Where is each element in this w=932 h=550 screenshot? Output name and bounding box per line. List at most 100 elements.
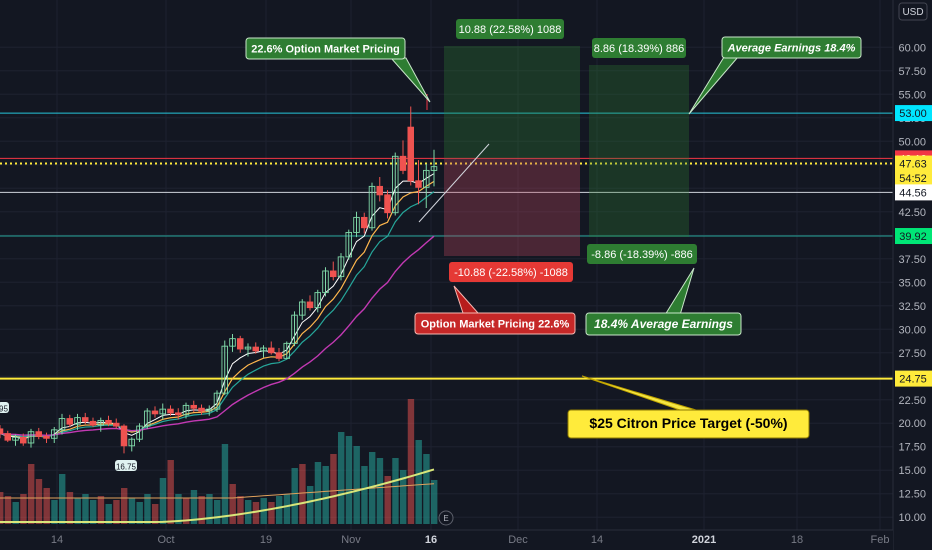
volume-bar bbox=[214, 500, 221, 524]
price-label[interactable]: 39.92 bbox=[895, 228, 932, 245]
volume-bar bbox=[423, 454, 430, 524]
low-price-marker[interactable]: 16.75 bbox=[115, 460, 137, 472]
candle bbox=[353, 211, 360, 238]
callout-avg-earnings-bottom[interactable]: 18.4% Average Earnings bbox=[585, 312, 742, 336]
price-tick-label: 55.00 bbox=[898, 89, 926, 101]
price-label[interactable]: 53.00 bbox=[895, 105, 932, 122]
candle-body bbox=[423, 169, 430, 188]
candle bbox=[35, 427, 43, 440]
candle bbox=[368, 182, 376, 231]
candle bbox=[27, 428, 35, 448]
currency-badge[interactable]: USD bbox=[898, 2, 928, 21]
profit-zone-2[interactable] bbox=[589, 65, 689, 237]
box2-bottom-label[interactable]: -8.86 (-18.39%) -886 bbox=[587, 244, 697, 264]
volume-bar bbox=[66, 492, 74, 524]
box-top-label[interactable]: 10.88 (22.58%) 1088 bbox=[456, 19, 564, 39]
currency-badge-text: USD bbox=[902, 7, 923, 18]
candle-body bbox=[306, 301, 314, 309]
profit-zone-1[interactable] bbox=[444, 46, 580, 159]
callout-citron-target[interactable]: $25 Citron Price Target (-50%) bbox=[567, 409, 810, 439]
time-tick-label: 14 bbox=[591, 534, 603, 546]
candle bbox=[0, 425, 4, 439]
price-label[interactable]: 54:52 bbox=[895, 169, 932, 186]
callout-option-pricing-bottom[interactable]: Option Market Pricing 22.6% bbox=[414, 312, 576, 335]
candle-body bbox=[260, 347, 267, 352]
price-label[interactable]: 44.56 bbox=[895, 184, 932, 201]
box-bottom-label[interactable]: -10.88 (-22.58%) -1088 bbox=[449, 262, 573, 282]
time-tick-label: 16 bbox=[425, 534, 437, 546]
price-label-text: 24.75 bbox=[899, 374, 927, 386]
candle-body bbox=[174, 412, 182, 416]
candle-body bbox=[97, 419, 104, 426]
candle-body bbox=[337, 256, 345, 278]
price-label-text: 53.00 bbox=[899, 108, 927, 120]
box2-top-label-text: 8.86 (18.39%) 886 bbox=[594, 43, 685, 55]
candle bbox=[283, 341, 291, 360]
candle-body bbox=[105, 419, 112, 424]
candle-body bbox=[415, 180, 422, 188]
price-label-text: 39.92 bbox=[899, 231, 927, 243]
box2-top-label[interactable]: 8.86 (18.39%) 886 bbox=[592, 38, 686, 58]
price-label[interactable]: 47.63 bbox=[895, 155, 932, 172]
volume-bar bbox=[361, 466, 368, 524]
callout-pointer-tr bbox=[688, 56, 740, 115]
volume-bar bbox=[105, 504, 112, 524]
volume-bar bbox=[97, 496, 105, 524]
candle-body bbox=[128, 438, 135, 447]
time-axis[interactable]: 14 Oct 19 Nov 16 Dec 14 2021 18 Feb bbox=[0, 529, 893, 550]
candle-body bbox=[330, 270, 337, 278]
price-tick-label: 20.00 bbox=[898, 418, 926, 430]
volume-bar bbox=[283, 494, 291, 524]
callout-avg-earnings-top-text: Average Earnings 18.4% bbox=[727, 43, 856, 55]
candle bbox=[174, 408, 182, 420]
callout-option-pricing-top[interactable]: 22.6% Option Market Pricing bbox=[245, 37, 406, 60]
candle-body bbox=[244, 346, 252, 350]
annotations[interactable]: 10.88 (22.58%) 1088 -10.88 (-22.58%) -108… bbox=[0, 19, 862, 526]
price-tick-label: 17.50 bbox=[898, 442, 926, 454]
callout-option-pricing-bottom-bg bbox=[414, 312, 576, 335]
candle-body bbox=[291, 314, 298, 344]
price-tick-label: 22.50 bbox=[898, 395, 926, 407]
candle bbox=[392, 152, 399, 216]
earnings-marker[interactable]: E bbox=[438, 510, 454, 526]
candle-body bbox=[151, 410, 159, 415]
price-label-bg bbox=[895, 228, 932, 245]
time-tick-label: 19 bbox=[260, 534, 272, 546]
loss-zone-1[interactable] bbox=[444, 158, 580, 256]
candle bbox=[415, 160, 422, 205]
left-edge-marker[interactable]: 95 bbox=[0, 402, 9, 414]
volume-bar bbox=[28, 464, 35, 524]
candle bbox=[43, 432, 50, 443]
candle-body bbox=[345, 231, 353, 258]
candle bbox=[89, 417, 97, 428]
candle-body bbox=[120, 425, 128, 447]
price-tick-label: 27.50 bbox=[898, 348, 926, 360]
price-tick-label: 10.00 bbox=[898, 512, 926, 524]
volume-bar bbox=[121, 488, 128, 524]
price-label[interactable]: 24.75 bbox=[895, 370, 932, 387]
candle bbox=[337, 253, 345, 281]
candle bbox=[205, 405, 213, 416]
position-boxes[interactable] bbox=[444, 46, 689, 256]
candle bbox=[306, 295, 314, 311]
candle bbox=[299, 299, 306, 320]
price-label-bg bbox=[895, 155, 932, 172]
candle-body bbox=[35, 431, 43, 437]
callout-pointer-bl bbox=[453, 285, 480, 314]
candle bbox=[51, 427, 58, 443]
horizontal-lines[interactable] bbox=[0, 112, 893, 380]
candle-body bbox=[0, 428, 4, 435]
trend-line[interactable] bbox=[418, 143, 490, 223]
volume-bar bbox=[59, 474, 66, 524]
candle bbox=[252, 342, 259, 354]
candle-body bbox=[112, 422, 120, 427]
callout-avg-earnings-bottom-text: 18.4% Average Earnings bbox=[594, 317, 733, 331]
price-axis[interactable]: USD60.0057.5055.0052.5050.0047.5045.0042… bbox=[892, 0, 932, 550]
callout-avg-earnings-top[interactable]: Average Earnings 18.4% bbox=[721, 36, 862, 59]
volume-ma-lime bbox=[0, 468, 435, 523]
candle-body bbox=[361, 216, 368, 229]
candle bbox=[407, 106, 415, 186]
volume-bar bbox=[167, 460, 174, 524]
